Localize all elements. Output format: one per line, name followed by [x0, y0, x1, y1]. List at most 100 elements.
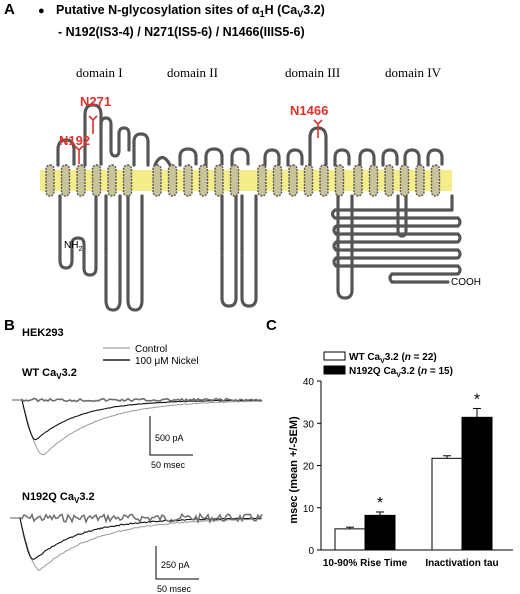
legend-wt-text: WT CaV3.2 (n = 22): [349, 352, 437, 365]
wt-scale-time: 50 msec: [151, 460, 186, 470]
chain-segment: [403, 148, 421, 167]
transmembrane-segment: [214, 164, 224, 197]
legend-mutant-text: N192Q CaV3.2 (n = 15): [349, 366, 453, 379]
y-tick-label: 0: [308, 546, 314, 557]
transmembrane-segment: [272, 164, 283, 197]
channel-topology: [45, 103, 462, 312]
transmembrane-segment: [368, 164, 379, 197]
x-category-label: 10-90% Rise Time: [323, 558, 408, 569]
wt-scale-current: 500 pA: [155, 433, 184, 443]
transmembrane-segment: [91, 164, 102, 197]
chain-segment: [381, 148, 399, 167]
significance-star: *: [377, 495, 383, 512]
transmembrane-segment: [319, 164, 329, 197]
transmembrane-segment: [167, 164, 178, 197]
wt-trace-label: WT CaV3.2: [22, 367, 77, 381]
y-tick-label: 20: [303, 462, 315, 473]
membrane-band: [40, 170, 452, 191]
bar: [461, 416, 493, 551]
n-glycan-icon: [88, 115, 98, 134]
y-axis-label: msec (mean +/-SEM): [288, 416, 300, 524]
chain-segment: [358, 148, 376, 167]
chain-segment: [240, 194, 258, 308]
y-tick-label: 10: [303, 504, 315, 515]
transmembrane-segment: [45, 164, 55, 197]
mutant-scale-current: 250 pA: [161, 560, 190, 570]
x-category-label: Inactivation tau: [425, 558, 498, 569]
n-glycan-icon: [74, 145, 84, 164]
legend-mutant-swatch: [323, 365, 346, 375]
chain-segment: [204, 147, 224, 167]
bar: [431, 457, 463, 551]
transmembrane-segment: [430, 164, 441, 197]
panel-a-title: Putative N-glycosylation sites of α1H (C…: [56, 3, 325, 19]
cooh-label: COOH: [451, 277, 481, 288]
wt-trace-dark: [21, 399, 263, 441]
n271-label: N271: [80, 94, 111, 109]
mutant-scale-time: 50 msec: [157, 584, 192, 594]
title-mid: H (Ca: [265, 3, 299, 17]
significance-star: *: [474, 391, 480, 408]
transmembrane-segment: [415, 164, 425, 197]
y-tick-label: 40: [303, 377, 315, 388]
transmembrane-segment: [288, 164, 298, 197]
transmembrane-segment: [384, 164, 394, 197]
chain-segment: [104, 194, 122, 312]
bullet: ●: [38, 5, 45, 17]
cell-line-label: HEK293: [22, 327, 64, 339]
bar-chart: 0 10 20 30 40 * 10-90% Rise Time * Inactivation …: [303, 377, 513, 569]
n-glycan-icon: [313, 119, 323, 138]
mutant-scale-bar: [155, 546, 199, 580]
transmembrane-segment: [353, 164, 363, 197]
panel-a-subtitle: - N192(IS3-4) / N271(IS5-6) / N1466(IIIS…: [58, 25, 305, 39]
domain-1-label: domain I: [76, 65, 123, 80]
panel-b-letter: B: [4, 317, 15, 334]
chain-segment: [178, 147, 198, 167]
chain-segment: [286, 148, 304, 167]
chain-segment: [330, 194, 462, 284]
domain-2-label: domain II: [167, 65, 218, 80]
title-sub-1: 1: [260, 9, 265, 19]
title-sub-v: V: [297, 9, 303, 19]
transmembrane-segment: [107, 164, 117, 197]
chain-segment: [56, 138, 76, 167]
chain-segment: [132, 132, 150, 167]
transmembrane-segment: [334, 164, 345, 197]
panel-a-letter: A: [4, 1, 15, 18]
transmembrane-segment: [122, 164, 133, 197]
chain-segment: [153, 155, 172, 167]
chain-segment: [220, 194, 238, 308]
title-end: 3.2): [303, 3, 325, 17]
mutant-nickel-trace: [19, 512, 263, 525]
wt-nickel-trace: [21, 397, 263, 403]
transmembrane-segment: [399, 164, 410, 197]
current-traces: [10, 397, 263, 571]
n1466-label: N1466: [290, 103, 328, 118]
legend-nickel-text: 100 μM Nickel: [135, 356, 199, 367]
domain-3-label: domain III: [285, 65, 340, 80]
transmembrane-segment: [60, 164, 71, 197]
bar: [334, 528, 366, 551]
panel-c: C WT CaV3.2 (n = 22) N192Q CaV3.2 (n = 1…: [266, 317, 513, 569]
chain-segment: [58, 194, 98, 277]
chain-segment: [426, 148, 444, 167]
transmembrane-segment: [229, 164, 240, 197]
chain-segment: [230, 147, 250, 167]
y-tick-label: 30: [303, 419, 315, 430]
chain-segment: [333, 148, 351, 167]
transmembrane-segment: [152, 164, 162, 197]
transmembrane-segment: [76, 164, 86, 197]
chain-segment: [336, 194, 354, 300]
transmembrane-segment: [183, 164, 193, 197]
nh2-label: NH2: [64, 240, 82, 253]
panel-a: A ● Putative N-glycosylation sites of α1…: [4, 1, 481, 312]
chain-segment: [263, 148, 281, 167]
mutant-trace-label: N192Q CaV3.2: [22, 491, 95, 505]
chain-segment: [396, 194, 408, 238]
legend-wt-swatch: [323, 351, 346, 361]
mutant-trace-dark: [19, 517, 262, 561]
panel-c-letter: C: [266, 317, 277, 334]
transmembrane-segment: [303, 164, 314, 197]
title-main: Putative N-glycosylation sites of α: [56, 3, 260, 17]
